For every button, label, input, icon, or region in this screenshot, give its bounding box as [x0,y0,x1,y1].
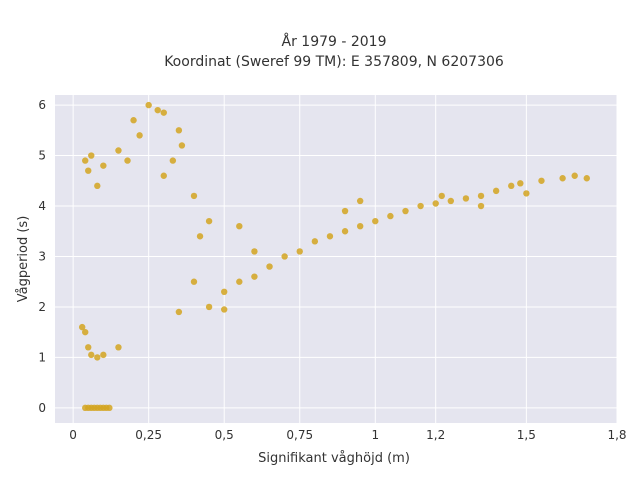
data-point-41 [417,202,424,210]
data-point-38 [372,217,379,225]
x-tick-label-3: 0,75 [286,428,313,442]
data-point-16 [88,152,95,159]
y-tick-label-6: 6 [38,98,46,112]
scatter-points [78,101,590,412]
data-point-56 [356,197,364,205]
x-tick-label-2: 0,5 [215,428,234,442]
x-tick-label-4: 1 [371,428,379,442]
data-point-48 [523,190,530,197]
data-point-42 [432,200,439,207]
chart-title-line-1: År 1979 - 2019 [282,33,387,50]
data-point-62 [178,142,186,149]
data-point-17 [85,167,92,174]
x-axis-ticks: 0 0,25 0,5 0,75 1 1,2 1,5 1,8 [69,428,626,442]
data-point-29 [236,278,243,285]
data-point-50 [559,175,566,182]
y-tick-label-5: 5 [38,149,46,163]
data-point-57 [341,207,349,215]
data-point-8 [106,404,113,412]
data-point-24 [94,354,101,361]
data-point-31 [266,263,273,270]
data-point-9 [145,101,152,109]
data-point-27 [205,303,213,311]
x-tick-label-1: 0,25 [135,428,162,442]
data-point-36 [341,228,349,235]
data-point-12 [175,127,183,134]
x-axis-label: Signifikant våghöjd (m) [258,451,410,466]
data-point-47 [508,182,515,190]
y-axis-ticks: 0 1 2 3 4 5 6 [38,98,46,415]
data-point-11 [154,106,161,114]
data-point-66 [205,217,213,225]
data-point-26 [115,344,122,351]
data-point-61 [169,157,177,164]
data-point-34 [311,238,319,245]
y-tick-label-4: 4 [38,199,46,213]
data-point-40 [402,207,409,215]
y-tick-label-1: 1 [38,350,46,364]
plot-area [55,95,617,423]
data-point-37 [356,223,364,230]
data-point-18 [94,182,101,190]
data-point-15 [82,157,89,164]
data-point-55 [438,192,445,200]
data-point-30 [251,273,258,280]
data-point-35 [326,233,334,240]
x-tick-label-7: 1,8 [607,428,626,442]
data-point-70 [196,233,204,240]
chart-title-line-2: Koordinat (Sweref 99 TM): E 357809, N 62… [164,54,504,70]
data-point-22 [85,344,92,351]
y-tick-label-2: 2 [38,300,46,314]
data-point-28 [221,288,228,295]
data-point-64 [124,157,131,164]
data-point-59 [175,308,183,316]
data-point-63 [190,192,198,200]
data-point-33 [296,248,303,255]
data-point-54 [477,202,485,210]
data-point-69 [221,306,228,313]
data-point-32 [281,253,288,260]
data-point-46 [492,187,500,195]
data-point-49 [538,177,545,184]
y-tick-label-0: 0 [38,401,46,415]
x-tick-label-5: 1,2 [426,428,445,442]
x-tick-label-6: 1,5 [517,428,536,442]
grid-lines [55,95,618,423]
data-point-10 [160,109,167,116]
data-point-58 [190,278,198,285]
data-point-68 [251,248,258,255]
data-point-45 [477,192,485,200]
data-point-20 [78,323,86,331]
data-point-39 [387,212,394,220]
y-tick-label-3: 3 [38,249,46,263]
data-point-53 [517,180,524,187]
data-point-51 [571,172,578,179]
data-point-44 [462,195,470,202]
data-point-67 [236,223,243,230]
data-point-19 [100,162,107,169]
data-point-65 [115,147,122,154]
data-point-43 [447,197,455,205]
data-point-21 [82,328,89,336]
data-point-60 [160,172,167,179]
data-point-14 [136,132,143,139]
y-axis-label: Vågperiod (s) [16,216,31,303]
data-point-25 [100,351,107,359]
data-point-52 [583,175,590,182]
data-point-13 [130,117,137,124]
data-point-23 [88,351,95,359]
x-tick-label-0: 0 [69,428,77,442]
